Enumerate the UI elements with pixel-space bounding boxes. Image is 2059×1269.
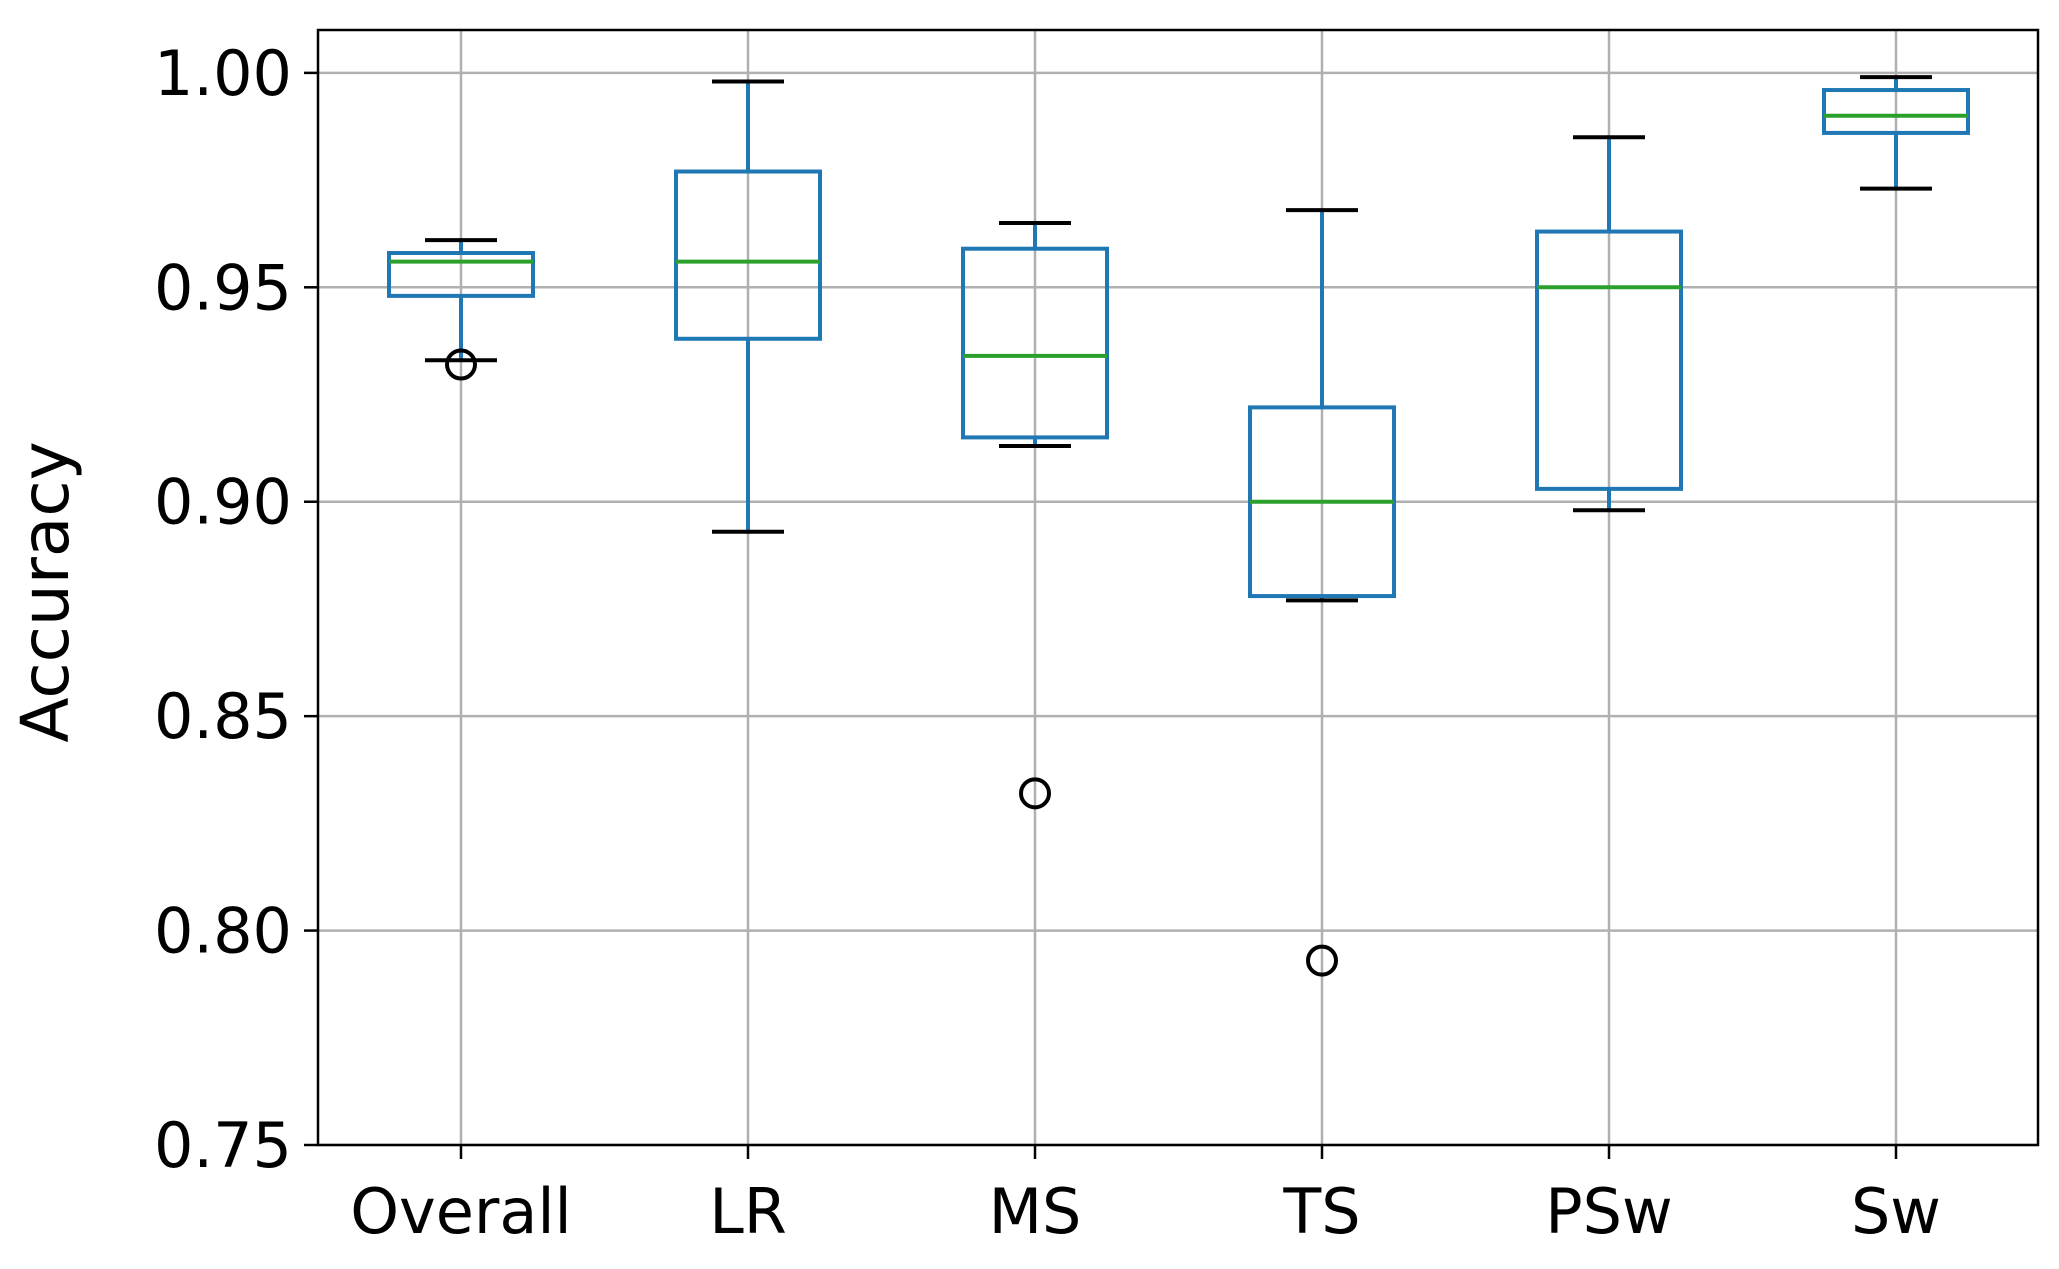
x-tick-label-psw: PSw bbox=[1545, 1175, 1672, 1248]
box-group-psw bbox=[1535, 135, 1683, 513]
box-sw bbox=[1822, 88, 1970, 135]
y-tick-label: 1.00 bbox=[154, 37, 292, 110]
box-group-overall bbox=[387, 238, 535, 381]
box-lr bbox=[674, 169, 822, 341]
tick-labels: 0.75 0.80 0.85 0.90 0.95 1.00 Overall LR MS TS PSw… bbox=[154, 37, 1941, 1248]
box-group-sw bbox=[1822, 75, 1970, 191]
y-tick-label: 0.75 bbox=[154, 1109, 292, 1182]
y-axis-label: Accuracy bbox=[7, 441, 84, 742]
box-series bbox=[387, 75, 1970, 977]
box-ms bbox=[961, 246, 1109, 440]
flier-ts-0 bbox=[1306, 944, 1338, 977]
x-tick-label-ts: TS bbox=[1282, 1175, 1360, 1248]
x-tick-label-ms: MS bbox=[989, 1175, 1082, 1248]
axes bbox=[304, 28, 2040, 1159]
y-tick-label: 0.95 bbox=[154, 251, 292, 324]
box-psw bbox=[1535, 229, 1683, 491]
x-tick-label-overall: Overall bbox=[350, 1175, 572, 1248]
y-tick-label: 0.80 bbox=[154, 895, 292, 968]
box-overall bbox=[387, 251, 535, 298]
x-tick-label-lr: LR bbox=[709, 1175, 787, 1248]
plot-frame bbox=[316, 28, 2040, 1147]
box-group-ms bbox=[961, 220, 1109, 810]
x-tick-label-sw: Sw bbox=[1851, 1175, 1941, 1248]
box-group-ts bbox=[1248, 208, 1396, 977]
y-tick-label: 0.90 bbox=[154, 466, 292, 539]
box-group-lr bbox=[674, 79, 822, 534]
flier-ms-0 bbox=[1019, 777, 1051, 810]
flier-overall-0 bbox=[445, 348, 477, 381]
y-tick-label: 0.85 bbox=[154, 680, 292, 753]
grid-lines bbox=[318, 30, 2038, 1147]
